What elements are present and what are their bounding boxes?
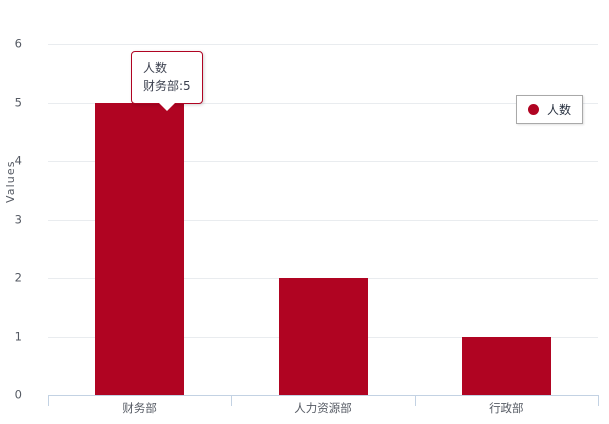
- x-axis-tick-mark: [598, 395, 599, 406]
- y-axis-tick-label: 2: [14, 270, 22, 285]
- y-axis-tick-label: 5: [14, 94, 22, 109]
- bar[interactable]: [278, 278, 368, 395]
- gridline: [48, 161, 598, 162]
- x-axis-tick-mark: [414, 395, 416, 406]
- y-axis-tick-label: 0: [14, 387, 22, 402]
- bar[interactable]: [461, 336, 551, 395]
- x-axis-tick-label: 财务部: [122, 401, 157, 415]
- x-axis-tick-mark: [231, 395, 233, 406]
- tooltip-series-label: 人数: [143, 61, 168, 75]
- y-axis-tick-label: 4: [14, 153, 22, 168]
- data-point-tooltip: 人数 财务部:5: [131, 51, 203, 112]
- gridline: [48, 44, 598, 45]
- legend-color-dot-icon: [528, 104, 539, 115]
- y-axis-tick-label: 3: [14, 211, 22, 226]
- gridline: [48, 102, 598, 104]
- y-axis-tick-label: 1: [14, 328, 22, 343]
- tooltip-pointer-inner: [158, 103, 175, 111]
- tooltip-value-text: 财务部:5: [143, 79, 191, 93]
- gridline: [48, 219, 598, 221]
- bar[interactable]: [95, 102, 185, 395]
- legend-item-label: 人数: [547, 103, 572, 117]
- x-axis-tick-label: 行政部: [489, 401, 524, 415]
- plot-area: [48, 44, 598, 395]
- x-axis-tick-label: 人力资源部: [294, 401, 352, 415]
- y-axis-tick-label: 6: [14, 36, 22, 51]
- x-axis-line: [48, 395, 598, 396]
- chart-legend[interactable]: 人数: [516, 95, 584, 124]
- x-axis-tick-mark: [48, 395, 49, 406]
